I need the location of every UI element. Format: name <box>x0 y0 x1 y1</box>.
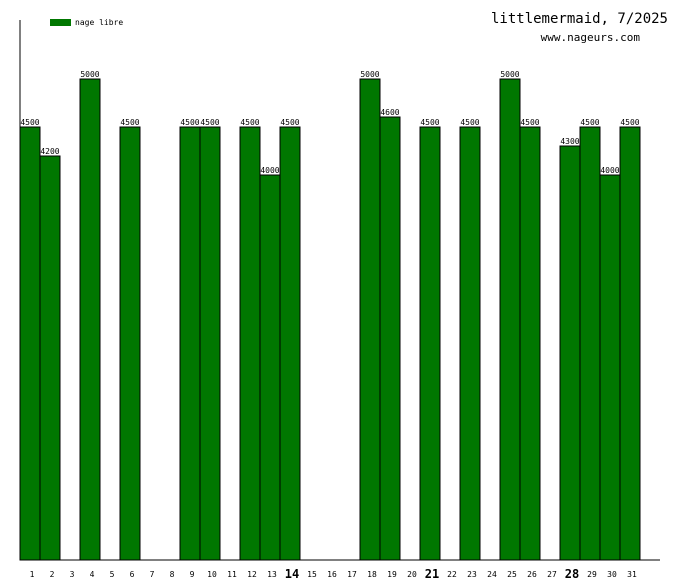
legend-label: nage libre <box>75 18 123 27</box>
x-tick-label: 9 <box>190 570 195 579</box>
bar-value-label: 4500 <box>240 118 259 127</box>
bar-value-label: 4500 <box>580 118 599 127</box>
x-tick-labels: 1 2 3 4 5 6 7 8 9 10 11 12 13 14 15 16 17 18 19 20 21 22 23 24 2… <box>30 567 637 580</box>
x-tick-label: 12 <box>247 570 257 579</box>
x-tick-label: 28 <box>565 567 579 580</box>
x-tick-label: 14 <box>285 567 299 580</box>
site-label: www.nageurs.com <box>541 31 641 44</box>
x-tick-label: 25 <box>507 570 517 579</box>
bar-value-label: 4500 <box>280 118 299 127</box>
x-tick-label: 21 <box>425 567 439 580</box>
bar <box>239 126 261 561</box>
x-tick-label: 23 <box>467 570 477 579</box>
bar-value-label: 4500 <box>20 118 39 127</box>
bar-value-label: 4500 <box>120 118 139 127</box>
bar-value-label: 5000 <box>360 70 379 79</box>
bar <box>279 126 301 561</box>
x-tick-label: 17 <box>347 570 357 579</box>
x-tick-label: 15 <box>307 570 317 579</box>
legend: nage libre <box>50 18 123 27</box>
bar-value-label: 5000 <box>500 70 519 79</box>
x-tick-label: 22 <box>447 570 457 579</box>
bar-value-label: 4500 <box>460 118 479 127</box>
x-tick-label: 30 <box>607 570 617 579</box>
x-tick-label: 1 <box>30 570 35 579</box>
bar <box>119 126 141 561</box>
bar <box>179 126 201 561</box>
x-tick-label: 7 <box>150 570 155 579</box>
bar <box>259 174 281 561</box>
bar <box>619 126 641 561</box>
bar-value-label: 4500 <box>180 118 199 127</box>
bar <box>519 126 541 561</box>
x-tick-label: 20 <box>407 570 417 579</box>
bar-value-label: 4300 <box>560 137 579 146</box>
bar-value-label: 4000 <box>260 166 279 175</box>
axes-layer <box>19 20 660 561</box>
bar <box>559 145 581 561</box>
bar <box>459 126 481 561</box>
bar <box>39 155 61 561</box>
x-tick-label: 3 <box>70 570 75 579</box>
bar <box>419 126 441 561</box>
bar <box>359 78 381 561</box>
x-tick-label: 27 <box>547 570 557 579</box>
bar <box>499 78 521 561</box>
bar-value-label: 4500 <box>520 118 539 127</box>
bar-value-label: 4500 <box>620 118 639 127</box>
x-tick-label: 8 <box>170 570 175 579</box>
bar-value-label: 4500 <box>200 118 219 127</box>
x-tick-label: 19 <box>387 570 397 579</box>
bar <box>599 174 621 561</box>
bar-value-label: 4500 <box>420 118 439 127</box>
bar <box>79 78 101 561</box>
bars-layer <box>19 78 641 561</box>
bar-value-label: 4000 <box>600 166 619 175</box>
bar-value-label: 5000 <box>80 70 99 79</box>
x-tick-label: 11 <box>227 570 237 579</box>
bar-value-label: 4200 <box>40 147 59 156</box>
x-tick-label: 6 <box>130 570 135 579</box>
chart-title: littlemermaid, 7/2025 <box>491 11 668 27</box>
x-tick-label: 24 <box>487 570 497 579</box>
x-tick-label: 4 <box>90 570 95 579</box>
x-tick-label: 29 <box>587 570 597 579</box>
bar <box>19 126 41 561</box>
x-tick-label: 18 <box>367 570 377 579</box>
legend-swatch <box>50 19 71 26</box>
x-tick-label: 13 <box>267 570 277 579</box>
bar <box>199 126 221 561</box>
x-tick-label: 26 <box>527 570 537 579</box>
x-tick-label: 10 <box>207 570 217 579</box>
x-tick-label: 16 <box>327 570 337 579</box>
x-tick-label: 5 <box>110 570 115 579</box>
x-tick-label: 31 <box>627 570 637 579</box>
x-tick-label: 2 <box>50 570 55 579</box>
bar-value-label: 4600 <box>380 108 399 117</box>
bar <box>379 116 401 561</box>
bar <box>579 126 601 561</box>
